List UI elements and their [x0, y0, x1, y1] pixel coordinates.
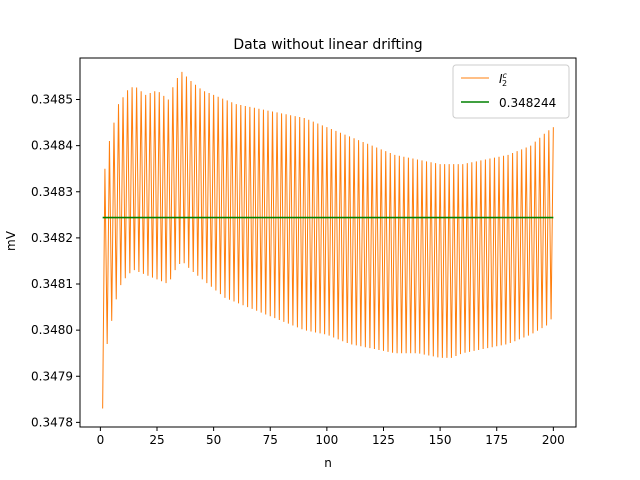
y-tick-label: 0.3483 — [31, 185, 73, 199]
y-tick-label: 0.3485 — [31, 93, 73, 107]
x-tick-label: 175 — [485, 433, 508, 447]
axes-layer: 0 25 50 75 100 125 150 175 200 0.3478 0.3479 0.3480… — [31, 57, 577, 447]
y-tick-label: 0.3480 — [31, 323, 73, 337]
legend: Ic 2 0.348244 — [452, 64, 570, 119]
x-tick-label: 0 — [97, 433, 105, 447]
x-tick-label: 125 — [372, 433, 395, 447]
x-tick-label: 75 — [263, 433, 278, 447]
legend-label-i2c: Ic 2 — [499, 71, 508, 88]
x-tick-label: 200 — [542, 433, 565, 447]
series-oscillating-line — [102, 71, 554, 409]
x-axis-label: n — [324, 456, 332, 470]
y-tick-label: 0.3482 — [31, 231, 73, 245]
x-tick-label: 100 — [315, 433, 338, 447]
y-tick-label: 0.3479 — [31, 369, 73, 383]
y-axis-label: mV — [4, 230, 18, 251]
legend-box — [452, 64, 570, 119]
y-tick-label: 0.3481 — [31, 277, 73, 291]
plot-frame — [79, 57, 577, 428]
legend-label-constant: 0.348244 — [499, 96, 556, 110]
y-tick-label: 0.3484 — [31, 139, 73, 153]
series-layer — [102, 71, 554, 409]
x-tick-label: 25 — [149, 433, 164, 447]
chart-title: Data without linear drifting — [233, 37, 422, 53]
y-tick-label: 0.3478 — [31, 415, 73, 429]
x-tick-label: 150 — [429, 433, 452, 447]
x-tick-label: 50 — [206, 433, 221, 447]
